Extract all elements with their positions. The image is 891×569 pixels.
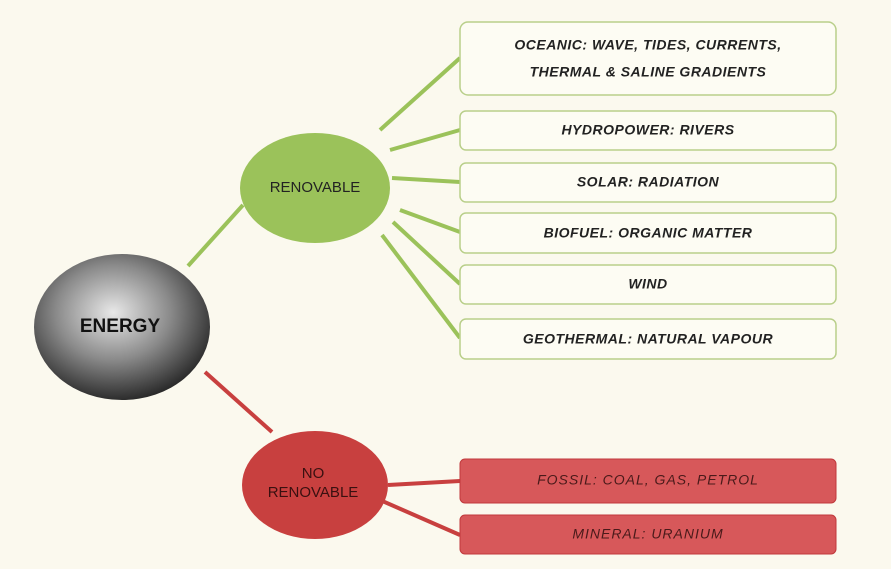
- item-label: OCEANIC: WAVE, TIDES, CURRENTS,: [514, 37, 781, 53]
- item-label: FOSSIL: COAL, GAS, PETROL: [537, 472, 759, 488]
- branch-label: RENOVABLE: [268, 484, 359, 501]
- item-label: WIND: [628, 276, 667, 292]
- item-box: [460, 22, 836, 95]
- root-label: ENERGY: [80, 316, 161, 337]
- item-label: THERMAL & SALINE GRADIENTS: [530, 64, 767, 80]
- item-label: SOLAR: RADIATION: [577, 174, 720, 190]
- energy-diagram: ENERGY RENOVABLE NO RENOVABLE OCEANIC: W…: [0, 0, 891, 569]
- item-label: GEOTHERMAL: NATURAL VAPOUR: [523, 331, 774, 347]
- item-label: MINERAL: URANIUM: [572, 526, 723, 542]
- branch-label: RENOVABLE: [270, 179, 361, 196]
- item-label: BIOFUEL: ORGANIC MATTER: [544, 225, 753, 241]
- branch-label: NO: [302, 465, 325, 482]
- item-label: HYDROPOWER: RIVERS: [561, 122, 734, 138]
